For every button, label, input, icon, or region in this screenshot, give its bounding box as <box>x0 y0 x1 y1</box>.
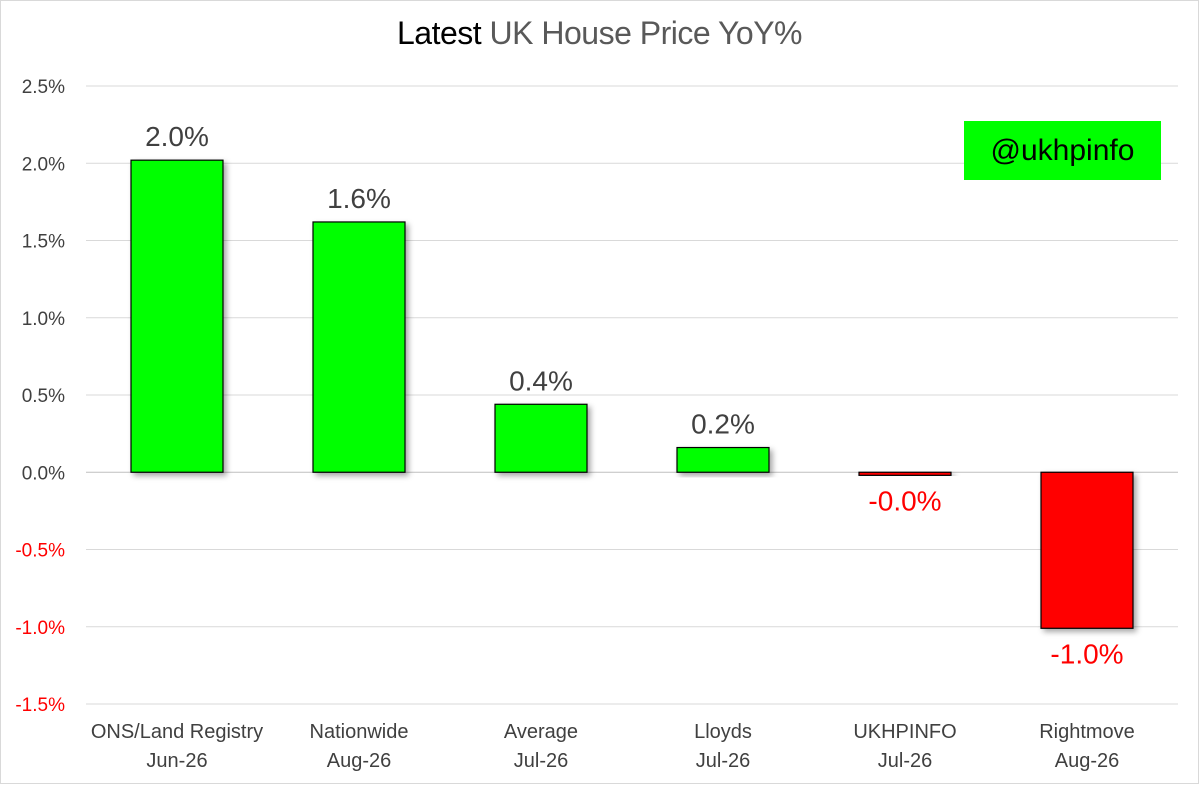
data-label: -0.0% <box>868 485 941 516</box>
x-tick-label: ONS/Land Registry <box>91 721 263 743</box>
chart-title-main: UK House Price YoY% <box>489 15 803 51</box>
x-tick-label: Jul-26 <box>696 750 750 772</box>
y-tick-label: 1.0% <box>22 309 65 330</box>
bar <box>858 471 952 476</box>
x-tick-label: Rightmove <box>1039 721 1135 743</box>
gridlines <box>86 85 1178 705</box>
bars <box>130 159 1134 629</box>
data-label: 0.2% <box>691 409 755 440</box>
x-tick-label: Aug-26 <box>1055 750 1120 772</box>
data-label: 2.0% <box>145 121 209 152</box>
y-tick-label: -1.0% <box>15 618 65 639</box>
chart-title-prefix: Latest <box>396 15 482 51</box>
data-labels: 2.0% 1.6% 0.4% 0.2% -0.0% -1.0% <box>145 121 1123 669</box>
x-axis-tick-labels: ONS/Land Registry Jun-26 Nationwide Aug-26 A… <box>91 721 1135 772</box>
y-tick-label: 2.5% <box>22 77 65 98</box>
bar <box>130 159 224 473</box>
data-label: -1.0% <box>1050 638 1123 669</box>
data-label: 1.6% <box>327 183 391 214</box>
x-tick-label: Nationwide <box>310 721 409 743</box>
x-tick-label: UKHPINFO <box>853 721 956 743</box>
x-tick-label: Lloyds <box>694 721 752 743</box>
x-tick-label: Jul-26 <box>514 750 568 772</box>
y-axis-tick-labels: 2.5% 2.0% 1.5% 1.0% 0.5% 0.0% -0.5% -1.0% -1.5% <box>15 77 65 716</box>
y-tick-label: 2.0% <box>22 154 65 175</box>
y-tick-label: 0.0% <box>22 463 65 484</box>
bar <box>676 446 770 473</box>
y-tick-label: 0.5% <box>22 386 65 407</box>
watermark-badge: @ukhpinfo <box>964 121 1161 180</box>
x-tick-label: Aug-26 <box>327 750 392 772</box>
bar <box>494 403 588 473</box>
x-tick-label: Jul-26 <box>878 750 932 772</box>
x-tick-label: Jun-26 <box>146 750 207 772</box>
bar <box>312 221 406 473</box>
data-label: 0.4% <box>509 365 573 396</box>
bar <box>1040 471 1134 629</box>
y-tick-label: -0.5% <box>15 541 65 562</box>
y-tick-label: 1.5% <box>22 232 65 253</box>
x-tick-label: Average <box>504 721 578 743</box>
chart-title: Latest UK House Price YoY% <box>1 15 1198 52</box>
y-tick-label: -1.5% <box>15 695 65 716</box>
